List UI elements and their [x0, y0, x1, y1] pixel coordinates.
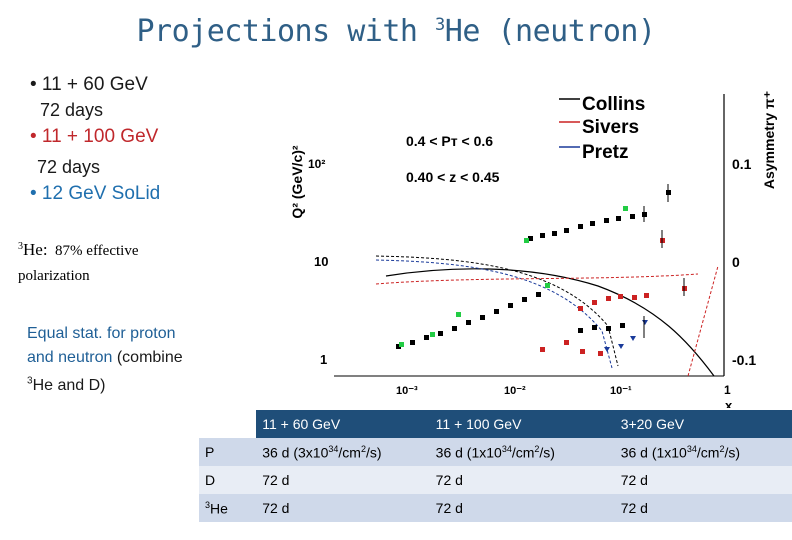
- he3-polarization-note: 3He: 87% effective polarization: [18, 240, 139, 284]
- table-header-row: 11 + 60 GeV 11 + 100 GeV 3+20 GeV: [199, 410, 792, 438]
- table-cell: 72 d: [256, 494, 430, 522]
- table-cell: 72 d: [614, 466, 792, 494]
- table-row-label: D: [199, 466, 257, 494]
- blue-points: [604, 320, 648, 352]
- sivers-dashed-curve: [375, 273, 699, 285]
- collins-dashed-curve: [375, 255, 619, 367]
- pretz-dashed-curve: [375, 259, 613, 369]
- table-header-cell: 3+20 GeV: [614, 410, 792, 438]
- y-right-tick: 0: [732, 254, 740, 270]
- table-cell: 72 d: [256, 466, 430, 494]
- x-tick: 10⁻²: [504, 385, 526, 397]
- kinematic-z: 0.40 < z < 0.45: [406, 169, 500, 185]
- table-header-cell: 11 + 100 GeV: [429, 410, 615, 438]
- legend-pretz: Pretz: [582, 142, 628, 163]
- table-row-label: 3He: [199, 494, 257, 522]
- table-row: 3He 72 d 72 d 72 d: [199, 494, 792, 522]
- legend-sivers: Sivers: [582, 117, 639, 138]
- table-row: D 72 d 72 d 72 d: [199, 466, 792, 494]
- bullet-solid: • 12 GeV SoLid: [30, 183, 161, 204]
- table-cell: 36 d (1x1034/cm2/s): [614, 438, 792, 466]
- table-header-cell: [199, 410, 257, 438]
- table-cell: 72 d: [614, 494, 792, 522]
- bullet-11-100: • 11 + 100 GeV: [30, 126, 159, 147]
- sivers-dashed-right: [687, 265, 719, 377]
- table-row: P 36 d (3x1034/cm2/s) 36 d (1x1034/cm2/s…: [199, 438, 792, 466]
- y-right-tick: -0.1: [732, 352, 756, 368]
- black-points: [396, 190, 671, 349]
- statistics-table: 11 + 60 GeV 11 + 100 GeV 3+20 GeV P 36 d…: [199, 410, 792, 522]
- error-bars: [643, 184, 685, 338]
- green-points: [399, 206, 628, 347]
- y-left-label: Q² (GeV/c)²: [289, 145, 305, 218]
- table-cell: 36 d (3x1034/cm2/s): [256, 438, 430, 466]
- equal-stat-note: Equal stat. for proton and neutron (comb…: [27, 325, 183, 395]
- y-left-tick: 1: [320, 352, 327, 367]
- table-cell: 36 d (1x1034/cm2/s): [429, 438, 615, 466]
- x-tick: 1: [724, 383, 731, 397]
- y-right-label: Asymmetry π⁺: [761, 91, 777, 189]
- collins-curve: [385, 268, 715, 377]
- legend-collins: Collins: [582, 94, 645, 115]
- bullet-11-60-days: 72 days: [40, 100, 104, 120]
- y-left-tick: 10: [314, 254, 328, 269]
- projection-plot: Q² (GeV/c)² Asymmetry π⁺ x 10² 10 1 0.1 …: [289, 91, 777, 408]
- table-header-cell: 11 + 60 GeV: [256, 410, 430, 438]
- table-row-label: P: [199, 438, 257, 466]
- bullet-11-60: • 11 + 60 GeV: [30, 74, 148, 95]
- table-cell: 72 d: [429, 466, 615, 494]
- page-title: Projections with 3He (neutron): [136, 14, 656, 49]
- y-right-tick: 0.1: [732, 156, 752, 172]
- kinematic-pt: 0.4 < Pᴛ < 0.6: [406, 133, 493, 149]
- y-left-tick: 10²: [308, 157, 325, 171]
- bullet-11-100-days: 72 days: [37, 157, 101, 177]
- x-tick: 10⁻¹: [610, 385, 632, 397]
- x-axis-label: x: [725, 398, 733, 408]
- table-cell: 72 d: [429, 494, 615, 522]
- x-tick: 10⁻³: [396, 385, 418, 397]
